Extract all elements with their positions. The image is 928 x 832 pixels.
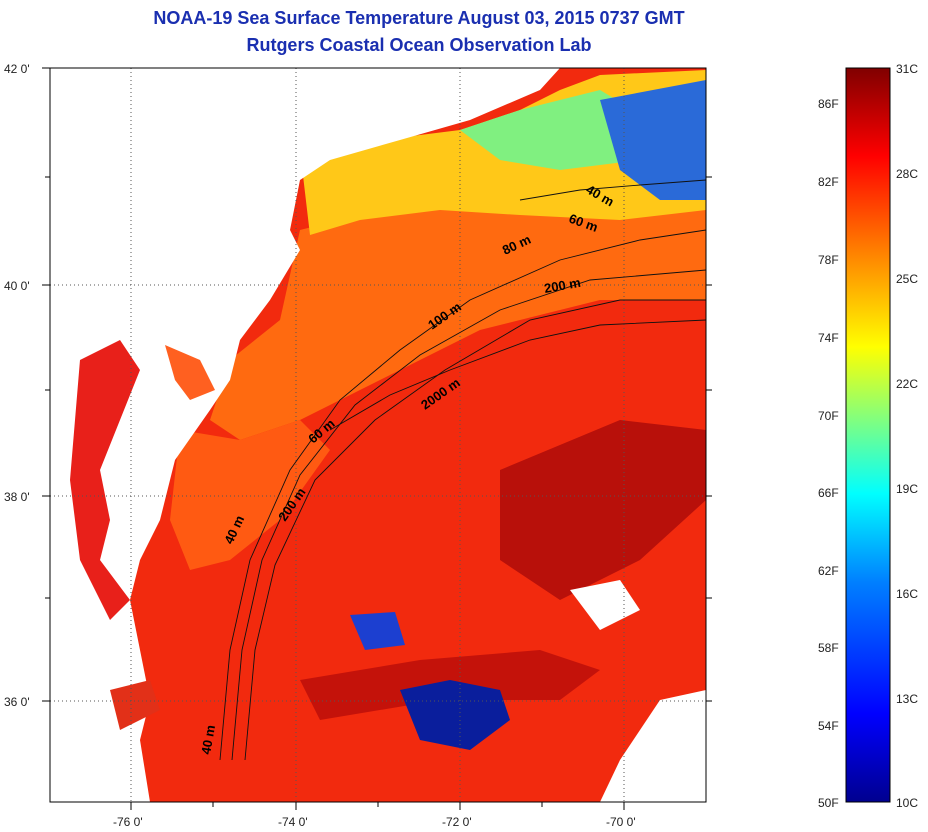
- map-title: NOAA-19 Sea Surface Temperature August 0…: [153, 8, 685, 28]
- colorbar-c-label: 31C: [896, 62, 918, 76]
- sst-image: [50, 68, 706, 802]
- colorbar-scale: [845, 67, 891, 803]
- isobaths: [219, 179, 707, 761]
- colorbar-fahrenheit-labels: 86F 82F 78F 74F 70F 66F 62F 58F 54F 50F: [818, 97, 839, 810]
- axis-ticks: [42, 67, 712, 810]
- colorbar-f-label: 78F: [818, 253, 839, 267]
- colorbar-c-label: 28C: [896, 167, 918, 181]
- colorbar-f-label: 82F: [818, 175, 839, 189]
- lat-tick-label: 38 0': [4, 490, 30, 504]
- colorbar: 86F 82F 78F 74F 70F 66F 62F 58F 54F 50F …: [818, 62, 918, 810]
- colorbar-c-label: 16C: [896, 587, 918, 601]
- contour-label: 200 m: [543, 275, 582, 296]
- lat-tick-label: 40 0': [4, 279, 30, 293]
- lat-tick-label: 42 0': [4, 62, 30, 76]
- colorbar-c-label: 25C: [896, 272, 918, 286]
- colorbar-f-label: 66F: [818, 486, 839, 500]
- colorbar-f-label: 58F: [818, 641, 839, 655]
- colorbar-c-label: 13C: [896, 692, 918, 706]
- lat-tick-label: 36 0': [4, 695, 30, 709]
- lat-labels: 42 0' 40 0' 38 0' 36 0': [4, 62, 30, 709]
- lon-tick-label: -76 0': [113, 815, 143, 829]
- colorbar-c-label: 22C: [896, 377, 918, 391]
- colorbar-f-label: 54F: [818, 719, 839, 733]
- colorbar-f-label: 74F: [818, 331, 839, 345]
- colorbar-f-label: 62F: [818, 564, 839, 578]
- colorbar-c-label: 19C: [896, 482, 918, 496]
- colorbar-f-label: 70F: [818, 409, 839, 423]
- map-subtitle: Rutgers Coastal Ocean Observation Lab: [246, 35, 592, 55]
- colorbar-celsius-labels: 31C 28C 25C 22C 19C 16C 13C 10C: [896, 62, 918, 810]
- lon-tick-label: -72 0': [442, 815, 472, 829]
- lon-tick-label: -74 0': [278, 815, 308, 829]
- colorbar-f-label: 50F: [818, 796, 839, 810]
- lon-tick-label: -70 0': [606, 815, 636, 829]
- graticule: [50, 68, 706, 802]
- colorbar-c-label: 10C: [896, 796, 918, 810]
- colorbar-f-label: 86F: [818, 97, 839, 111]
- lon-labels: -76 0' -74 0' -72 0' -70 0': [113, 815, 636, 829]
- contour-label: 40 m: [198, 724, 218, 756]
